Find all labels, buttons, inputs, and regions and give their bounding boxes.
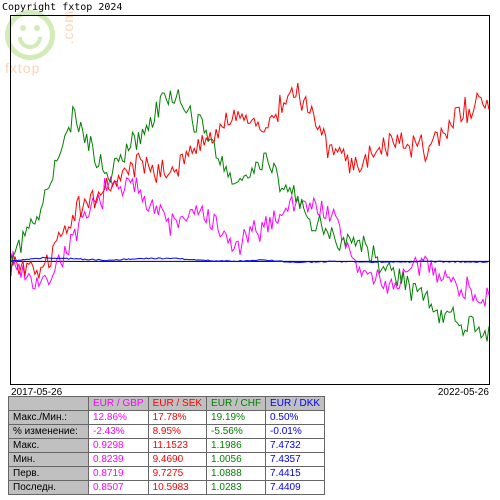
- table-cell: 1.0056: [207, 453, 266, 467]
- series-line: [11, 178, 489, 307]
- table-row-label: Мин.: [9, 453, 89, 467]
- table-row-label: Перв.: [9, 467, 89, 481]
- table-cell: 0.8239: [89, 453, 149, 467]
- table-cell: 0.8507: [89, 481, 149, 495]
- table-row-label: Макс.: [9, 439, 89, 453]
- table-col-header: EUR / CHF: [207, 397, 266, 411]
- stats-table: EUR / GBPEUR / SEKEUR / CHFEUR / DKK Макс…: [8, 396, 325, 495]
- table-row-label: % изменение:: [9, 425, 89, 439]
- table-col-header: EUR / DKK: [266, 397, 325, 411]
- table-cell: -5.56%: [207, 425, 266, 439]
- table-cell: 7.4409: [266, 481, 325, 495]
- table-cell: 1.1986: [207, 439, 266, 453]
- table-cell: -0.01%: [266, 425, 325, 439]
- table-row-label: Макс./Мин.:: [9, 411, 89, 425]
- series-line: [11, 83, 489, 278]
- table-cell: 9.7275: [148, 467, 206, 481]
- table-cell: 10.5983: [148, 481, 206, 495]
- table-cell: 7.4415: [266, 467, 325, 481]
- table-col-header: EUR / SEK: [148, 397, 206, 411]
- table-cell: 7.4732: [266, 439, 325, 453]
- table-cell: 8.95%: [148, 425, 206, 439]
- table-cell: 12.86%: [89, 411, 149, 425]
- table-cell: 0.50%: [266, 411, 325, 425]
- table-cell: 0.8719: [89, 467, 149, 481]
- currency-chart: 2017-05-26 2022-05-26: [10, 15, 490, 385]
- table-cell: 1.0283: [207, 481, 266, 495]
- x-axis-end: 2022-05-26: [438, 387, 489, 398]
- series-line: [11, 89, 489, 341]
- table-cell: 9.4690: [148, 453, 206, 467]
- table-col-header: EUR / GBP: [89, 397, 149, 411]
- table-cell: 0.9298: [89, 439, 149, 453]
- table-cell: 7.4357: [266, 453, 325, 467]
- table-cell: 11.1523: [148, 439, 206, 453]
- table-cell: -2.43%: [89, 425, 149, 439]
- table-cell: 1.0888: [207, 467, 266, 481]
- series-line: [11, 257, 489, 262]
- table-row-label: Последн.: [9, 481, 89, 495]
- table-cell: 19.19%: [207, 411, 266, 425]
- table-cell: 17.78%: [148, 411, 206, 425]
